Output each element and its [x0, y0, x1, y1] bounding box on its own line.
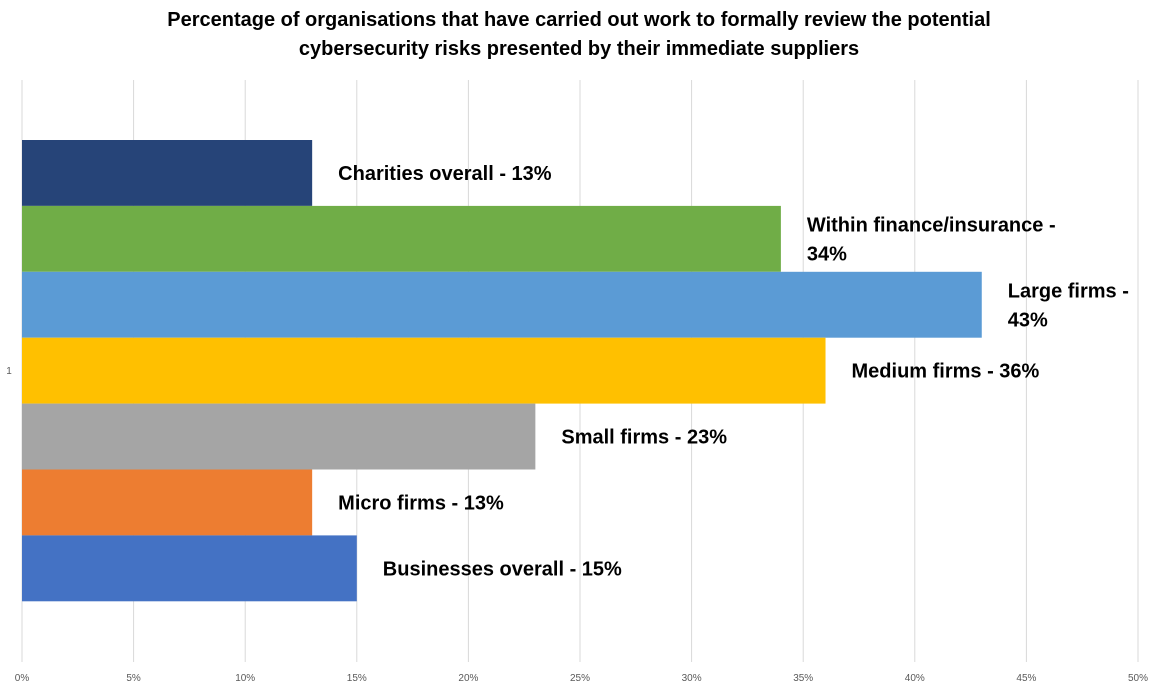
- data-label-line: 43%: [1008, 309, 1048, 331]
- category-axis-label: 1: [6, 366, 12, 377]
- x-axis-ticks: 0% 5% 10% 15% 20% 25% 30% 35% 40% 45% 50%: [15, 673, 1148, 684]
- data-label-line: Small firms - 23%: [561, 427, 727, 449]
- x-tick-label: 5%: [126, 673, 141, 684]
- data-label: Businesses overall - 15%: [383, 558, 622, 580]
- data-label-line: Businesses overall - 15%: [383, 558, 622, 580]
- data-label: Micro firms - 13%: [338, 492, 504, 514]
- bar: [22, 205, 781, 272]
- data-label: Large firms - 43%: [1008, 280, 1129, 331]
- bars: [22, 140, 982, 602]
- bar: [22, 140, 313, 206]
- x-tick-label: 10%: [235, 673, 255, 684]
- chart-title-line-1: Percentage of organisations that have ca…: [167, 9, 991, 31]
- bar: [22, 469, 313, 536]
- x-tick-label: 25%: [570, 673, 590, 684]
- x-tick-label: 35%: [793, 673, 813, 684]
- data-label-line: Within finance/insurance -: [807, 214, 1056, 236]
- bar: [22, 535, 357, 602]
- bar: [22, 403, 536, 470]
- data-label-line: Micro firms - 13%: [338, 492, 504, 514]
- data-label-line: 34%: [807, 243, 847, 265]
- bar: [22, 337, 826, 404]
- x-tick-label: 20%: [458, 673, 478, 684]
- x-tick-label: 0%: [15, 673, 30, 684]
- data-label: Small firms - 23%: [561, 427, 727, 449]
- chart-title-line-2: cybersecurity risks presented by their i…: [298, 38, 860, 60]
- chart-title: Percentage of organisations that have ca…: [0, 6, 1158, 64]
- x-tick-label: 45%: [1016, 673, 1036, 684]
- data-label: Within finance/insurance - 34%: [807, 214, 1056, 265]
- data-label: Medium firms - 36%: [852, 361, 1040, 383]
- data-label-line: Charities overall - 13%: [338, 163, 552, 185]
- bar: [22, 271, 982, 338]
- x-tick-label: 30%: [682, 673, 702, 684]
- data-label-line: Large firms -: [1008, 280, 1129, 302]
- x-tick-label: 40%: [905, 673, 925, 684]
- data-label-line: Medium firms - 36%: [852, 361, 1040, 383]
- x-tick-label: 50%: [1128, 673, 1148, 684]
- data-label: Charities overall - 13%: [338, 163, 552, 185]
- x-tick-label: 15%: [347, 673, 367, 684]
- data-labels: Charities overall - 13% Within finance/in…: [338, 163, 1129, 580]
